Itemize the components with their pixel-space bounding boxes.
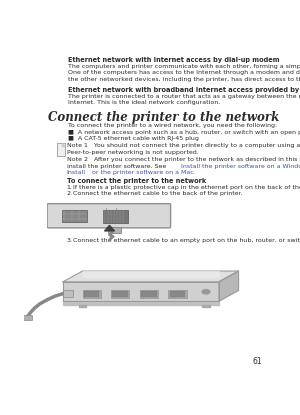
Text: The computers and printer communicate with each other, forming a simple network,: The computers and printer communicate wi… <box>68 64 300 69</box>
Text: Install the printer software on a Windows computer: Install the printer software on a Window… <box>181 164 300 169</box>
Bar <box>82 290 101 298</box>
Bar <box>140 290 158 298</box>
Bar <box>111 290 129 298</box>
Bar <box>103 210 128 223</box>
Circle shape <box>202 290 210 294</box>
Polygon shape <box>63 282 219 301</box>
Text: The printer is connected to a router that acts as a gateway between the user net: The printer is connected to a router tha… <box>68 93 300 99</box>
Text: Ethernet network with broadband Internet access provided by a router: Ethernet network with broadband Internet… <box>68 87 300 93</box>
Polygon shape <box>63 271 239 282</box>
Text: To connect the printer to a wired network, you need the following:: To connect the printer to a wired networ… <box>68 123 277 128</box>
Bar <box>141 291 157 297</box>
Text: Ethernet network with Internet access by dial-up modem: Ethernet network with Internet access by… <box>68 57 279 63</box>
Text: the other networked devices, including the printer, has direct access to the Int: the other networked devices, including t… <box>68 77 300 82</box>
Polygon shape <box>82 271 219 277</box>
Text: Connect the ethernet cable to an empty port on the hub, router, or switch.: Connect the ethernet cable to an empty p… <box>73 238 300 243</box>
Text: Install: Install <box>67 170 85 175</box>
Bar <box>61 210 87 222</box>
Text: Peer-to-peer networking is not supported.: Peer-to-peer networking is not supported… <box>67 150 198 155</box>
Text: Internet. This is the ideal network configuration.: Internet. This is the ideal network conf… <box>68 100 220 105</box>
Bar <box>112 291 128 297</box>
Bar <box>63 290 74 297</box>
Text: 1.: 1. <box>67 185 72 190</box>
Text: 2.: 2. <box>67 191 73 196</box>
Polygon shape <box>202 305 210 307</box>
FancyBboxPatch shape <box>57 143 65 156</box>
Text: or the printer software on a Mac.: or the printer software on a Mac. <box>90 170 196 175</box>
Polygon shape <box>219 271 239 301</box>
Polygon shape <box>62 144 65 146</box>
Bar <box>169 291 185 297</box>
Text: One of the computers has access to the Internet through a modem and dial-up acco: One of the computers has access to the I… <box>68 70 300 75</box>
Text: If there is a plastic protective cap in the ethernet port on the back of the pri: If there is a plastic protective cap in … <box>73 185 300 190</box>
Polygon shape <box>104 225 115 231</box>
Text: To connect the printer to the network: To connect the printer to the network <box>67 178 206 183</box>
FancyBboxPatch shape <box>47 204 171 228</box>
Text: Note 1   You should not connect the printer directly to a computer using an ethe: Note 1 You should not connect the printe… <box>67 144 300 149</box>
Text: ■  A CAT-5 ethernet cable with RJ-45 plug: ■ A CAT-5 ethernet cable with RJ-45 plug <box>68 136 199 141</box>
Polygon shape <box>63 301 219 305</box>
Bar <box>108 227 121 233</box>
Text: 61: 61 <box>252 357 262 366</box>
Bar <box>84 291 99 297</box>
Text: 3.: 3. <box>67 238 73 243</box>
Text: Connect the ethernet cable to the back of the printer.: Connect the ethernet cable to the back o… <box>73 191 243 196</box>
Polygon shape <box>79 305 86 307</box>
Polygon shape <box>21 315 32 320</box>
Text: ■  A network access point such as a hub, router, or switch with an open port: ■ A network access point such as a hub, … <box>68 130 300 135</box>
Text: install the printer software. See: install the printer software. See <box>67 164 168 169</box>
Bar <box>168 290 187 298</box>
Text: Connect the printer to the network: Connect the printer to the network <box>48 111 279 124</box>
Text: Note 2   After you connect the printer to the network as described in this secti: Note 2 After you connect the printer to … <box>67 157 300 163</box>
